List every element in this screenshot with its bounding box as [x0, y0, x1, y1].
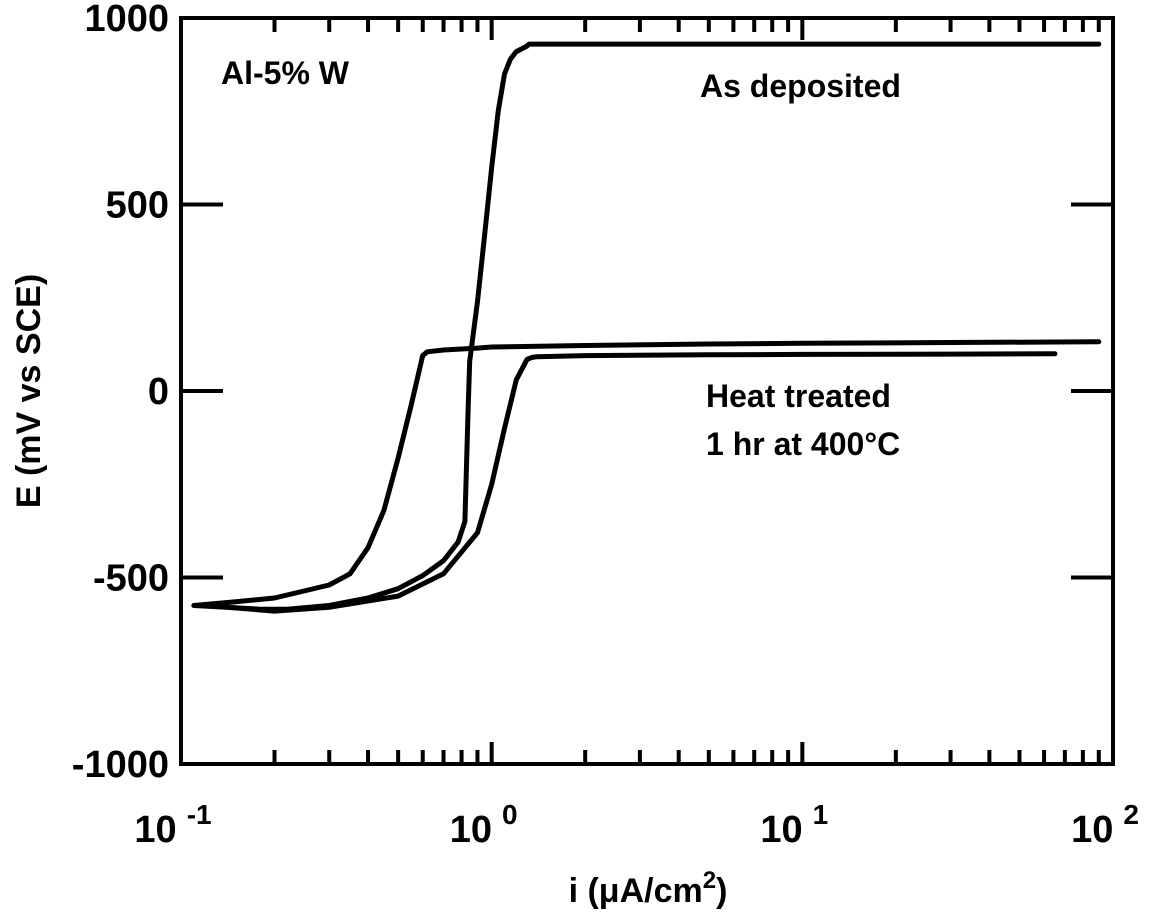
- y-axis-title: E (mV vs SCE): [10, 274, 48, 508]
- y-tick-label: 500: [106, 185, 169, 227]
- x-axis-title: i (μA/cm2): [569, 867, 728, 910]
- curve-3: [203, 351, 1058, 614]
- annotation-heat-treated-line1: Heat treated: [706, 378, 891, 414]
- x-axis-title-main: i (μA/cm: [569, 872, 703, 910]
- y-tick-label: 0: [148, 371, 169, 413]
- y-tick-label: -500: [93, 558, 169, 600]
- axis-ticks: [179, 16, 1113, 766]
- annotation-alloy: Al-5% W: [221, 55, 350, 91]
- plot-frame: [179, 16, 1115, 766]
- x-tick-label-exp: 1: [813, 799, 829, 830]
- curves: [191, 41, 1102, 614]
- annotation-as-deposited: As deposited: [700, 68, 901, 104]
- x-tick-label-exp: 0: [502, 799, 518, 830]
- x-tick-label: 10 0: [450, 799, 518, 851]
- tick-labels: 10 -1 10 0 10 1 10 2 1000 500 0 -500 -1000: [72, 0, 1139, 851]
- x-tick-label: 10 2: [1071, 799, 1139, 851]
- x-axis-title-end: ): [716, 872, 727, 910]
- x-tick-label: 10 1: [760, 799, 828, 851]
- x-tick-label-base: 10: [134, 809, 176, 851]
- x-tick-label-exp: 2: [1123, 799, 1139, 830]
- curve-1: [191, 41, 1102, 612]
- x-tick-label-exp: -1: [187, 799, 212, 830]
- curve-2: [191, 339, 1102, 608]
- y-tick-label: -1000: [72, 744, 169, 786]
- y-tick-label: 1000: [84, 0, 169, 40]
- x-tick-label-base: 10: [760, 809, 802, 851]
- x-axis-title-sup: 2: [703, 867, 716, 894]
- x-tick-label-base: 10: [450, 809, 492, 851]
- x-tick-label: 10 -1: [134, 799, 211, 851]
- annotation-heat-treated-line2: 1 hr at 400°C: [706, 426, 900, 462]
- x-tick-label-base: 10: [1071, 809, 1113, 851]
